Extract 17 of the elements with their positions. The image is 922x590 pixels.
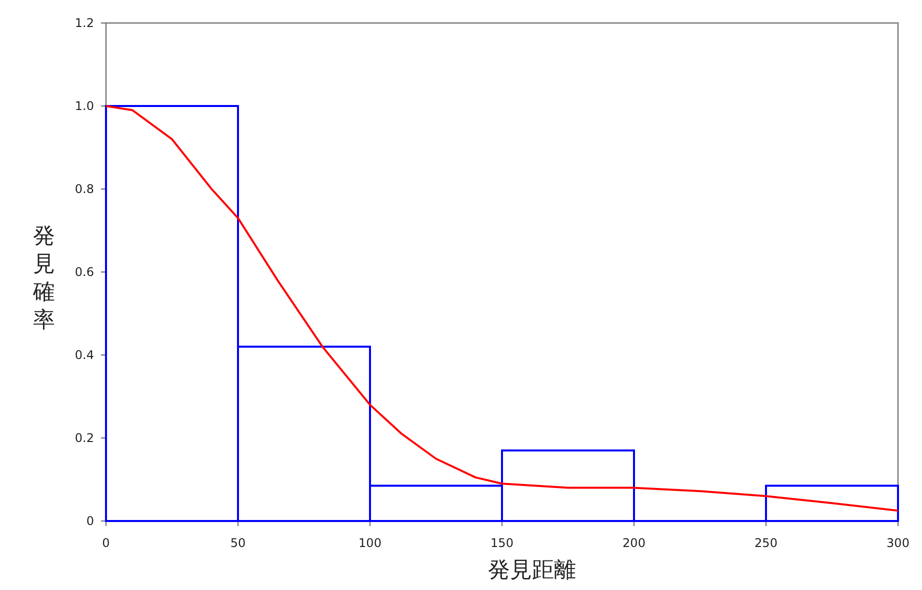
y-tick-label: 0.6 bbox=[74, 265, 94, 279]
x-tick-label: 200 bbox=[622, 536, 646, 550]
x-tick-label: 0 bbox=[102, 536, 110, 550]
x-tick-label: 150 bbox=[490, 536, 514, 550]
y-tick-label: 0 bbox=[86, 514, 94, 528]
y-tick-label: 0.4 bbox=[74, 348, 94, 362]
x-tick-label: 50 bbox=[230, 536, 246, 550]
x-tick-label: 250 bbox=[754, 536, 778, 550]
x-axis-title: 発見距離 bbox=[488, 558, 576, 583]
line-series bbox=[105, 105, 899, 512]
x-tick-label: 100 bbox=[358, 536, 382, 550]
y-tick-label: 0.2 bbox=[74, 431, 94, 445]
y-tick-label: 1.0 bbox=[74, 99, 94, 113]
y-tick-label: 0.8 bbox=[74, 182, 94, 196]
x-tick-label: 300 bbox=[886, 536, 910, 550]
y-tick-label: 1.2 bbox=[74, 16, 94, 30]
y-axis-title: 発見確率 bbox=[32, 224, 55, 333]
